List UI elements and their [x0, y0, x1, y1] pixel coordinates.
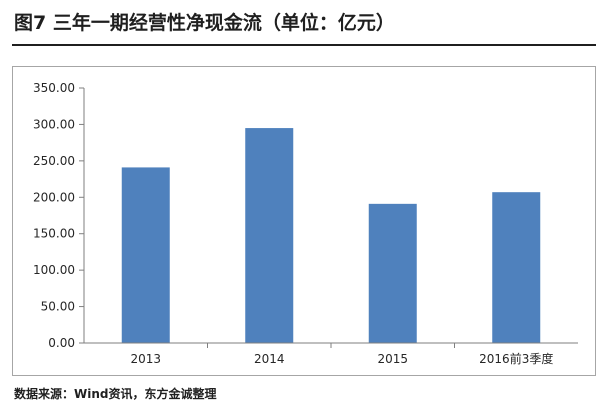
- y-axis-ticks: 0.00 50.00 100.00 150.00 200.00 250.00 300.00 3…: [33, 81, 84, 350]
- x-axis-ticks: 2013 2014 2015 2016前3季度: [130, 343, 553, 366]
- bar-3: [492, 192, 541, 343]
- bar-chart: 0.00 50.00 100.00 150.00 200.00 250.00 300.00 3…: [33, 81, 578, 366]
- bar-0: [121, 167, 170, 343]
- data-source-note: 数据来源：Wind资讯，东方金诚整理: [14, 387, 217, 401]
- y-tick-label: 350.00: [33, 81, 75, 95]
- x-tick-label: 2015: [377, 352, 408, 366]
- title-divider: [12, 44, 596, 46]
- y-tick-label: 200.00: [33, 190, 75, 204]
- bar-2: [368, 203, 417, 343]
- bar-1: [245, 128, 294, 343]
- figure-title: 图7 三年一期经营性净现金流（单位：亿元）: [14, 12, 395, 34]
- x-tick-label: 2013: [130, 352, 161, 366]
- y-tick-label: 50.00: [41, 300, 75, 314]
- x-tick-label: 2016前3季度: [479, 351, 553, 366]
- y-tick-label: 250.00: [33, 154, 75, 168]
- y-tick-label: 100.00: [33, 263, 75, 277]
- bar-series: [121, 128, 541, 343]
- y-tick-label: 300.00: [33, 117, 75, 131]
- y-tick-label: 150.00: [33, 227, 75, 241]
- x-tick-label: 2014: [254, 352, 285, 366]
- y-tick-label: 0.00: [48, 336, 75, 350]
